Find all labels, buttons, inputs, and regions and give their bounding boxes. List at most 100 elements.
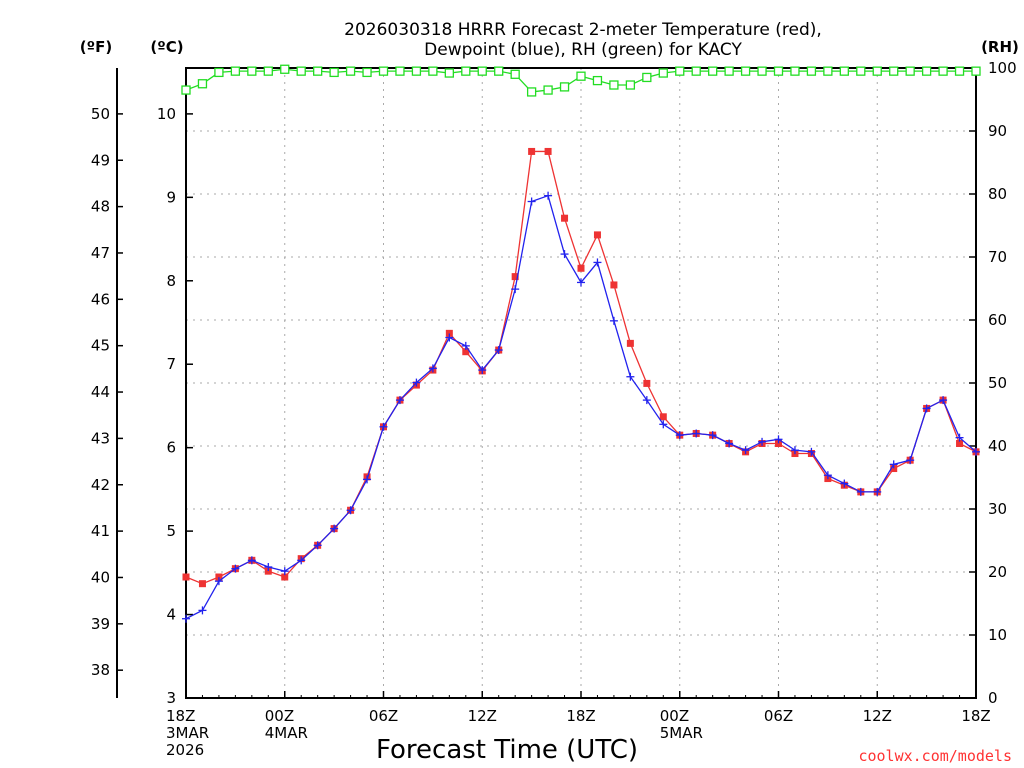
dewpoint-point [906, 456, 915, 465]
dewpoint-series [182, 191, 980, 623]
dewpoint-point [741, 446, 750, 455]
celsius-tick-label: 6 [166, 439, 176, 457]
rh-point [625, 80, 636, 90]
rh-point [313, 66, 323, 76]
dewpoint-point [642, 396, 651, 405]
rh-point [971, 66, 981, 76]
fahrenheit-tick-label: 41 [91, 522, 110, 540]
rh-point [263, 66, 273, 76]
dewpoint-point [626, 372, 635, 381]
fahrenheit-tick-label: 44 [91, 383, 110, 401]
dewpoint-point [214, 577, 223, 586]
dewpoint-point [445, 333, 454, 342]
rh-point [559, 82, 570, 92]
rh-point [395, 66, 405, 76]
rh-point [773, 66, 784, 76]
fahrenheit-tick-label: 45 [91, 337, 110, 355]
rh-point [411, 66, 422, 76]
dewpoint-point [379, 422, 388, 431]
rh-point [280, 64, 290, 74]
dewpoint-point [198, 606, 207, 615]
rh-point [740, 66, 751, 76]
rh-point [790, 66, 800, 76]
dewpoint-point [577, 278, 585, 287]
fahrenheit-tick-label: 48 [91, 198, 110, 216]
rh-tick-label: 50 [988, 374, 1007, 392]
rh-point [642, 72, 652, 83]
rh-tick-label: 80 [988, 185, 1007, 203]
fahrenheit-tick-label: 49 [91, 151, 110, 169]
rh-tick-label: 100 [988, 59, 1017, 77]
x-tick-label: 18Z [166, 707, 195, 725]
rh-point [757, 66, 767, 76]
rh-tick-label: 10 [988, 626, 1007, 644]
rh-series [181, 64, 981, 97]
celsius-tick-label: 8 [166, 272, 176, 290]
x-tick-label: 3MAR [166, 724, 209, 742]
fahrenheit-tick-label: 38 [91, 661, 110, 679]
chart-axes [116, 67, 977, 699]
dewpoint-point [313, 541, 322, 550]
rh-point [296, 66, 306, 76]
rh-tick-label: 70 [988, 248, 1007, 266]
x-axis-label: Forecast Time (UTC) [376, 735, 638, 765]
dewpoint-point [774, 435, 783, 444]
celsius-unit-label: (ºC) [150, 38, 183, 56]
rh-unit-label: (RH) [981, 38, 1019, 56]
dewpoint-point [412, 378, 421, 387]
rh-point [905, 66, 915, 76]
temperature-point [215, 573, 223, 581]
celsius-tick-label: 9 [166, 188, 176, 206]
rh-point [576, 71, 586, 81]
rh-point [954, 66, 965, 76]
celsius-tick-label: 4 [166, 606, 176, 624]
dewpoint-point [527, 197, 536, 206]
dewpoint-point [247, 556, 256, 565]
rh-tick-label: 20 [988, 563, 1007, 581]
rh-point [510, 69, 520, 79]
fahrenheit-tick-label: 40 [91, 568, 110, 586]
dewpoint-point [297, 556, 306, 565]
fahrenheit-tick-label: 46 [91, 290, 110, 308]
rh-point [526, 87, 537, 97]
credit-text: coolwx.com/models [858, 747, 1012, 765]
fahrenheit-tick-label: 39 [91, 615, 110, 633]
dewpoint-point [972, 447, 980, 456]
rh-point [428, 66, 438, 76]
rh-point [724, 66, 734, 76]
temperature-series [182, 147, 980, 588]
temperature-point [281, 573, 289, 581]
rh-point [658, 68, 668, 78]
rh-point [494, 66, 504, 76]
rh-tick-label: 90 [988, 122, 1007, 140]
temperature-point [182, 573, 190, 581]
rh-point [378, 66, 389, 76]
rh-point [823, 66, 833, 76]
dewpoint-point [708, 431, 717, 440]
dewpoint-point [758, 437, 767, 446]
rh-point [938, 66, 948, 76]
dewpoint-point [280, 567, 289, 576]
grid-lines [186, 68, 976, 698]
temperature-point [956, 439, 964, 447]
x-tick-label: 18Z [961, 707, 990, 725]
rh-point [362, 67, 372, 78]
fahrenheit-unit-label: (ºF) [80, 38, 112, 56]
dewpoint-point [659, 420, 668, 429]
temperature-point [264, 567, 272, 575]
dewpoint-point [823, 471, 832, 480]
dewpoint-point [428, 364, 437, 373]
temperature-point [577, 264, 585, 272]
rh-tick-label: 30 [988, 500, 1007, 518]
dewpoint-point [922, 404, 931, 413]
rh-tick-label: 60 [988, 311, 1007, 329]
x-tick-label: 5MAR [660, 724, 703, 742]
dewpoint-point [511, 285, 520, 294]
temperature-point [610, 281, 618, 289]
rh-tick-label: 0 [988, 689, 998, 707]
rh-point [477, 66, 487, 76]
temperature-point [561, 214, 569, 222]
dewpoint-point [494, 346, 503, 355]
rh-point [806, 66, 817, 76]
